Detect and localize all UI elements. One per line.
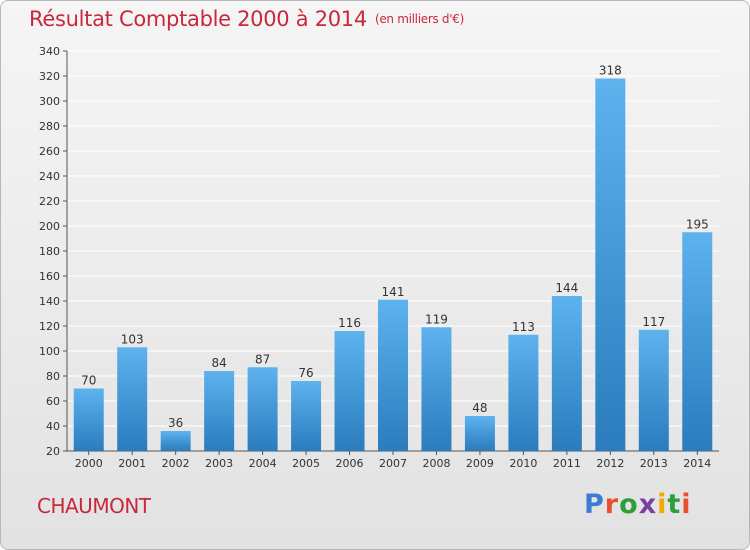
bar bbox=[682, 232, 713, 451]
x-tick-label: 2008 bbox=[422, 457, 450, 470]
y-tick-label: 180 bbox=[39, 245, 60, 258]
x-tick-label: 2010 bbox=[509, 457, 537, 470]
y-tick-label: 320 bbox=[39, 70, 60, 83]
y-tick-label: 140 bbox=[39, 295, 60, 308]
logo-letter: P bbox=[584, 489, 605, 520]
bar bbox=[464, 416, 495, 451]
data-label: 76 bbox=[298, 366, 313, 380]
data-label: 318 bbox=[599, 64, 622, 78]
data-label: 119 bbox=[425, 312, 448, 326]
bar bbox=[334, 331, 365, 451]
commune-name: CHAUMONT bbox=[37, 494, 151, 518]
chart-title-text: Résultat Comptable 2000 à 2014 bbox=[29, 7, 367, 31]
data-label: 144 bbox=[555, 281, 578, 295]
x-tick-label: 2005 bbox=[292, 457, 320, 470]
logo-letter: r bbox=[604, 489, 620, 520]
y-tick-label: 120 bbox=[39, 320, 60, 333]
x-tick-label: 2012 bbox=[596, 457, 624, 470]
logo-letter: o bbox=[619, 489, 639, 520]
bar bbox=[204, 371, 235, 451]
y-tick-label: 300 bbox=[39, 95, 60, 108]
logo-letter: x bbox=[638, 489, 658, 520]
data-label: 84 bbox=[211, 356, 226, 370]
x-tick-label: 2011 bbox=[553, 457, 581, 470]
data-label: 195 bbox=[686, 217, 709, 231]
bar bbox=[378, 299, 408, 451]
data-label: 36 bbox=[168, 416, 183, 430]
x-tick-label: 2007 bbox=[379, 457, 407, 470]
bar bbox=[73, 388, 104, 451]
data-label: 116 bbox=[338, 316, 361, 330]
x-tick-label: 2013 bbox=[640, 457, 668, 470]
data-label: 117 bbox=[642, 315, 665, 329]
data-label: 113 bbox=[512, 320, 535, 334]
y-tick-label: 240 bbox=[39, 170, 60, 183]
chart-title: Résultat Comptable 2000 à 2014 (en millie… bbox=[29, 7, 464, 31]
y-tick-label: 280 bbox=[39, 120, 60, 133]
y-tick-label: 260 bbox=[39, 145, 60, 158]
x-tick-label: 2000 bbox=[75, 457, 103, 470]
labels: 20 40 60 80 100 120 140 160 180 200 220 240 260 280 30… bbox=[39, 45, 711, 470]
y-tick-label: 100 bbox=[39, 345, 60, 358]
y-tick-label: 200 bbox=[39, 220, 60, 233]
logo-letter: i bbox=[681, 489, 692, 520]
x-tick-label: 2001 bbox=[118, 457, 146, 470]
logo-letter: i bbox=[657, 489, 668, 520]
x-tick-label: 2004 bbox=[249, 457, 277, 470]
logo-letter: t bbox=[667, 489, 682, 520]
bar-chart: 20 40 60 80 100 120 140 160 180 200 220 240 260 280 30… bbox=[39, 45, 719, 470]
data-label: 48 bbox=[472, 401, 487, 415]
bar bbox=[638, 329, 669, 451]
y-tick-label: 160 bbox=[39, 270, 60, 283]
x-tick-label: 2006 bbox=[336, 457, 364, 470]
bar bbox=[117, 347, 148, 451]
bar bbox=[160, 431, 191, 451]
data-label: 87 bbox=[255, 352, 270, 366]
bar bbox=[291, 381, 322, 451]
y-tick-label: 60 bbox=[46, 395, 60, 408]
data-label: 141 bbox=[382, 285, 405, 299]
data-label: 70 bbox=[81, 374, 96, 388]
proxiti-logo: Proxiti bbox=[584, 489, 692, 520]
y-tick-label: 220 bbox=[39, 195, 60, 208]
bar bbox=[421, 327, 452, 451]
y-tick-label: 40 bbox=[46, 420, 60, 433]
bars bbox=[73, 78, 713, 451]
bar bbox=[595, 78, 626, 451]
y-tick-label: 340 bbox=[39, 45, 60, 58]
y-tick-label: 80 bbox=[46, 370, 60, 383]
bar bbox=[551, 296, 582, 451]
y-tick-label: 20 bbox=[46, 445, 60, 458]
chart-unit-label: (en milliers d'€) bbox=[374, 12, 464, 26]
bar bbox=[247, 367, 278, 451]
data-label: 103 bbox=[121, 332, 144, 346]
x-tick-label: 2009 bbox=[466, 457, 494, 470]
x-tick-label: 2002 bbox=[162, 457, 190, 470]
x-tick-label: 2014 bbox=[683, 457, 711, 470]
x-tick-label: 2003 bbox=[205, 457, 233, 470]
bar bbox=[508, 334, 539, 451]
